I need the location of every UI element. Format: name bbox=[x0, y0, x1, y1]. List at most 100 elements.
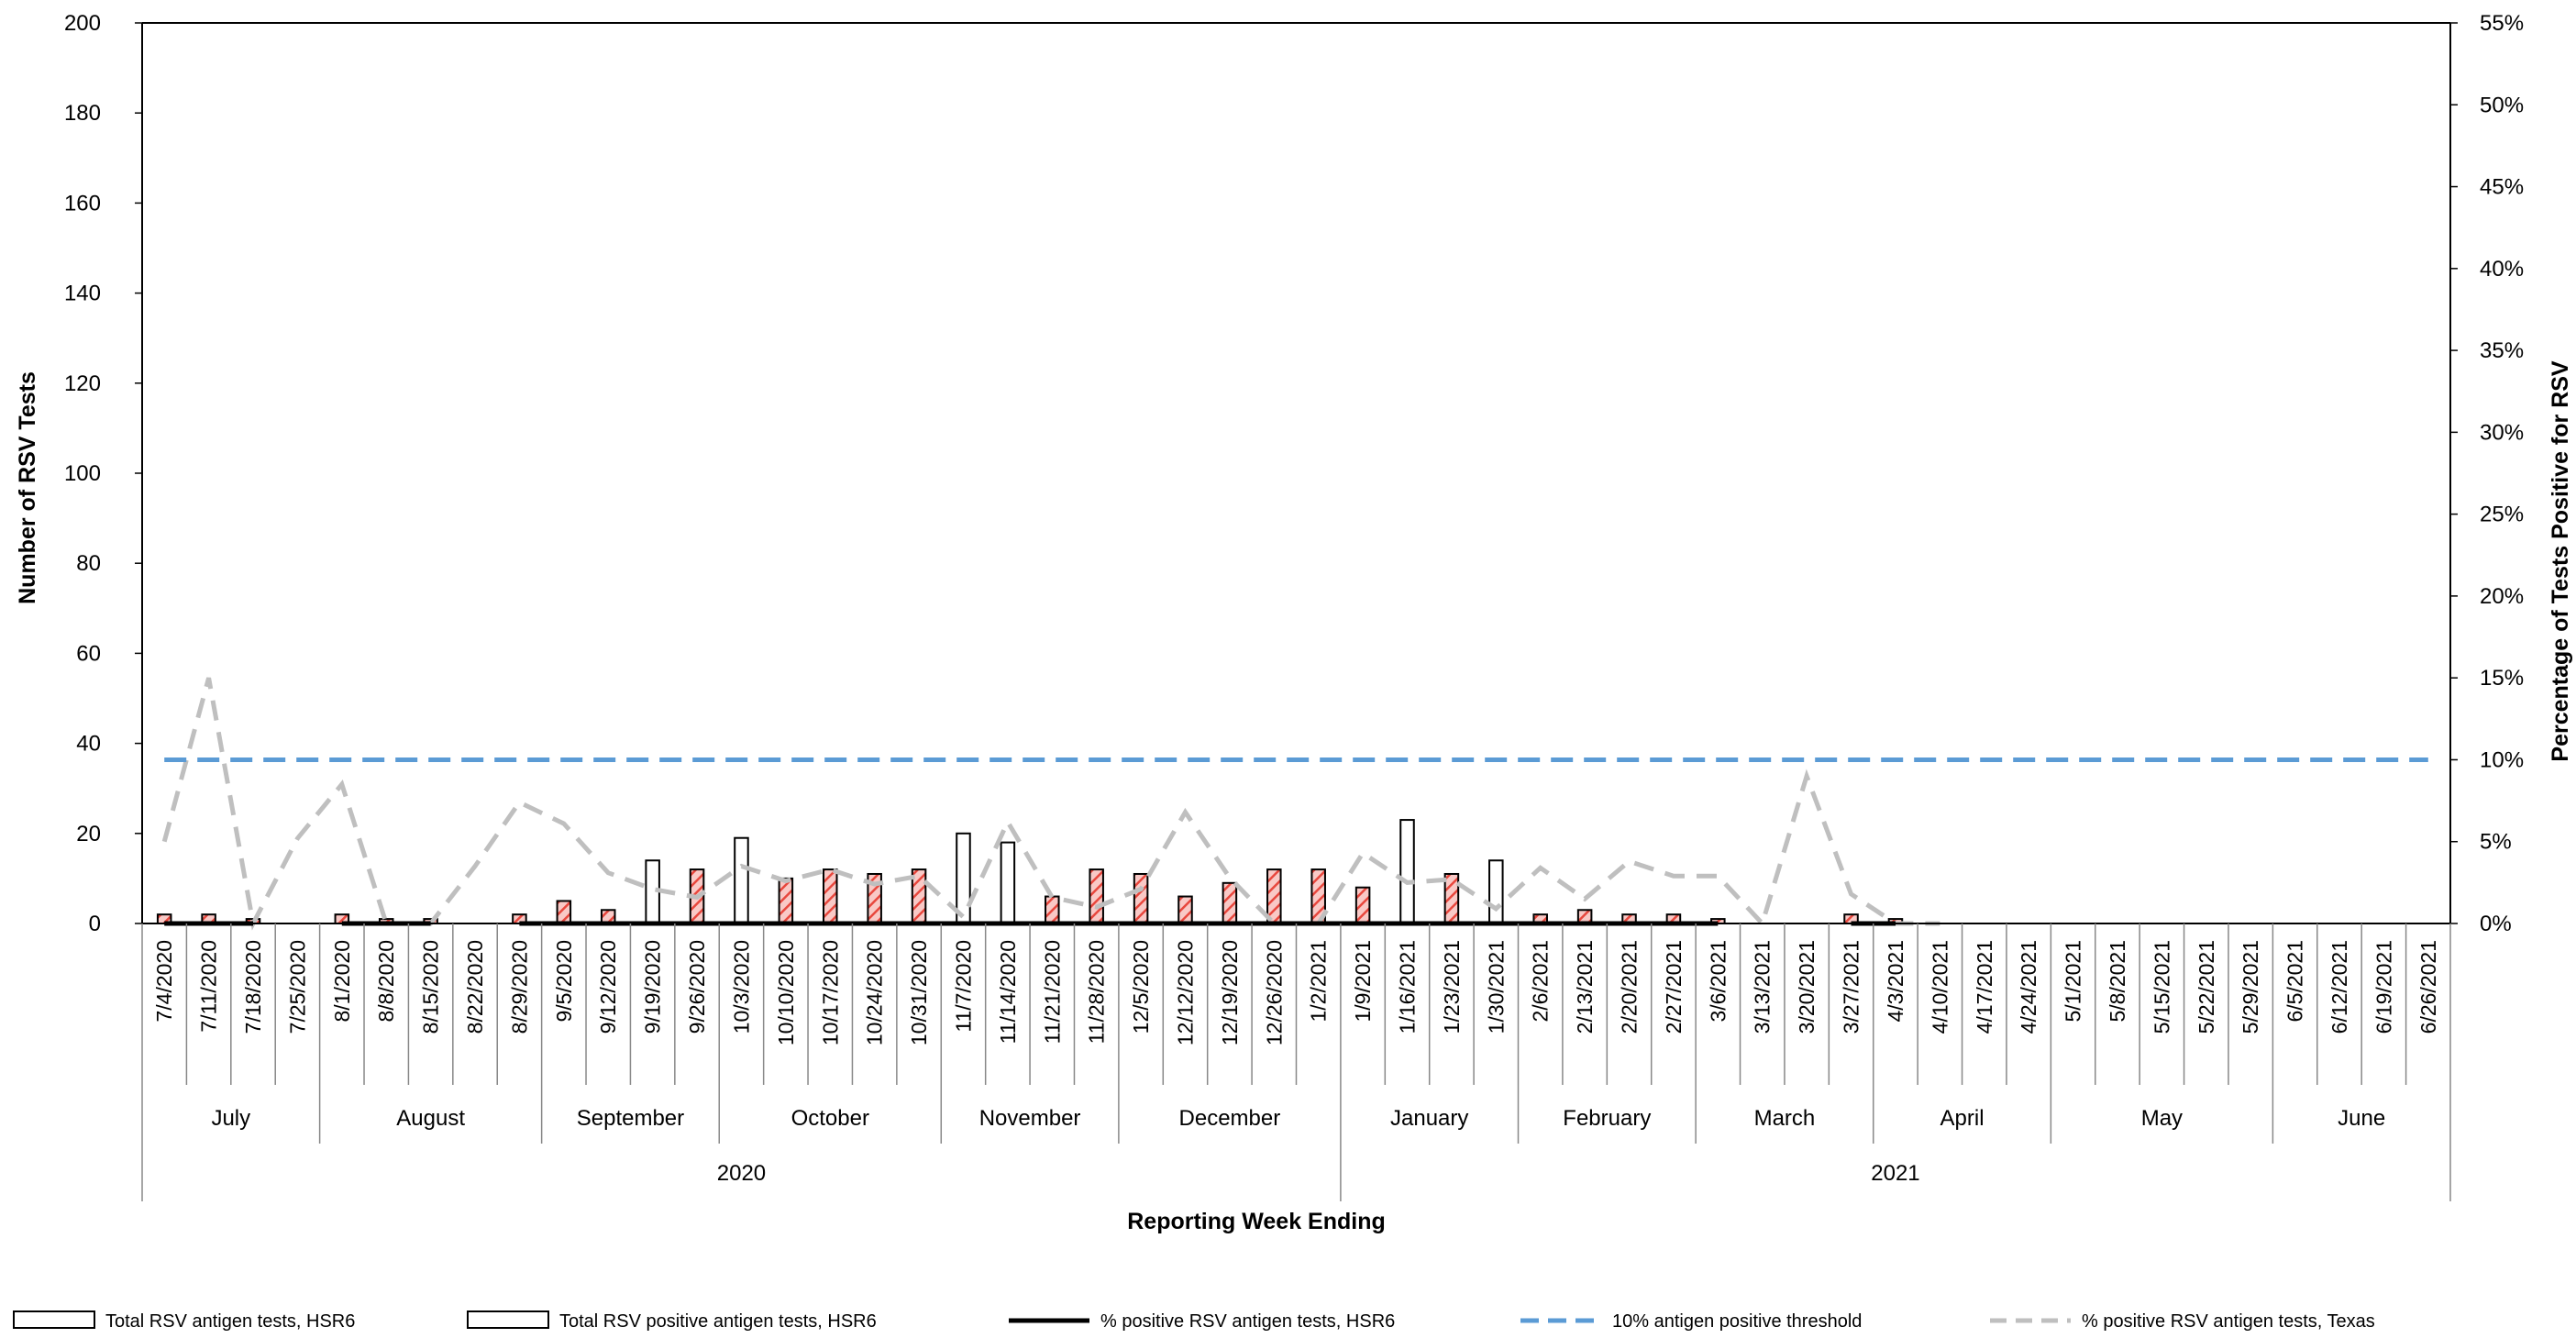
x-tick-label: 7/11/2020 bbox=[197, 940, 221, 1033]
y-tick-label: 0 bbox=[89, 912, 101, 936]
x-axis-title: Reporting Week Ending bbox=[1127, 1209, 1386, 1234]
total-tests-bar bbox=[1000, 841, 1016, 924]
x-tick-label: 10/10/2020 bbox=[774, 940, 798, 1045]
x-tick-label: 12/26/2020 bbox=[1262, 940, 1286, 1045]
x-tick-label: 6/26/2021 bbox=[2416, 940, 2440, 1034]
x-tick-label: 9/19/2020 bbox=[641, 940, 665, 1034]
month-label: June bbox=[2338, 1106, 2385, 1131]
x-tick-label: 5/22/2021 bbox=[2195, 940, 2218, 1034]
year-label: 2021 bbox=[1871, 1161, 1919, 1186]
y-axis-left: 0 20 40 60 80 100 120 140 160 180 200 bbox=[64, 11, 142, 936]
x-tick-label: 9/26/2020 bbox=[685, 940, 709, 1034]
y2-tick-label: 25% bbox=[2480, 503, 2524, 527]
x-tick-label: 12/12/2020 bbox=[1174, 940, 1198, 1045]
x-tick-label: 6/5/2021 bbox=[2283, 940, 2307, 1023]
x-tick-label: 3/6/2021 bbox=[1706, 940, 1730, 1023]
y-tick-label: 100 bbox=[64, 461, 101, 486]
x-tick-label: 10/31/2020 bbox=[907, 940, 931, 1045]
total-tests-bar bbox=[1089, 868, 1104, 925]
y-tick-label: 120 bbox=[64, 371, 101, 396]
legend-label: Total RSV positive antigen tests, HSR6 bbox=[559, 1311, 877, 1332]
x-tick-label: 10/17/2020 bbox=[818, 940, 842, 1045]
legend-label: % positive RSV antigen tests, Texas bbox=[2082, 1311, 2375, 1332]
y-tick-label: 40 bbox=[76, 732, 101, 757]
y-tick-label: 180 bbox=[64, 101, 101, 126]
month-label: July bbox=[211, 1106, 250, 1131]
total-tests-bar bbox=[1488, 859, 1504, 925]
legend-label: Total RSV antigen tests, HSR6 bbox=[105, 1311, 355, 1332]
x-tick-label: 9/12/2020 bbox=[596, 940, 620, 1034]
y2-tick-label: 55% bbox=[2480, 11, 2524, 36]
x-tick-label: 11/14/2020 bbox=[996, 940, 1020, 1044]
month-label: April bbox=[1940, 1106, 1985, 1131]
month-label: March bbox=[1754, 1106, 1816, 1131]
x-tick-label: 3/13/2021 bbox=[1751, 940, 1774, 1034]
x-tick-label: 3/20/2021 bbox=[1795, 940, 1819, 1034]
y2-tick-label: 50% bbox=[2480, 93, 2524, 117]
x-tick-label: 3/27/2021 bbox=[1840, 940, 1863, 1034]
total-tests-bar bbox=[1133, 872, 1149, 924]
x-tick-label: 11/7/2020 bbox=[952, 940, 976, 1033]
x-tick-label: 5/29/2021 bbox=[2239, 940, 2262, 1034]
y-tick-label: 140 bbox=[64, 282, 101, 306]
legend-swatch-bar bbox=[467, 1310, 549, 1329]
x-tick-label: 2/27/2021 bbox=[1662, 940, 1686, 1034]
y-axis-right: 0% 5% 10% 15% 20% 25% 30% 35% 40% 45% 50% 55% bbox=[2450, 11, 2524, 936]
month-label: February bbox=[1563, 1106, 1651, 1131]
total-tests-bar bbox=[1045, 895, 1060, 924]
year-label: 2020 bbox=[717, 1161, 766, 1186]
total-tests-bar bbox=[1399, 819, 1415, 925]
total-tests-bar bbox=[822, 868, 838, 925]
y2-axis-title: Percentage of Tests Positive for RSV bbox=[2548, 360, 2573, 761]
x-tick-label: 7/4/2020 bbox=[152, 940, 176, 1023]
x-tick-label: 6/19/2021 bbox=[2371, 940, 2395, 1034]
x-tick-label: 6/12/2021 bbox=[2327, 940, 2351, 1034]
x-tick-label: 8/29/2020 bbox=[507, 940, 531, 1034]
month-label: October bbox=[791, 1106, 869, 1131]
y-tick-label: 80 bbox=[76, 551, 101, 576]
legend: Total RSV antigen tests, HSR6 Total RSV p… bbox=[13, 1310, 2375, 1332]
y2-tick-label: 35% bbox=[2480, 338, 2524, 363]
x-tick-label: 5/15/2021 bbox=[2150, 940, 2173, 1034]
x-tick-label: 11/21/2020 bbox=[1040, 940, 1064, 1044]
y-tick-label: 20 bbox=[76, 822, 101, 846]
y2-tick-label: 0% bbox=[2480, 912, 2512, 936]
x-tick-label: 7/18/2020 bbox=[241, 940, 265, 1034]
total-tests-bar bbox=[734, 836, 749, 925]
x-tick-label: 11/28/2020 bbox=[1085, 940, 1109, 1044]
x-tick-label: 8/8/2020 bbox=[374, 940, 398, 1023]
month-label: September bbox=[577, 1106, 684, 1131]
total-tests-bar bbox=[1177, 895, 1193, 924]
x-tick-label: 8/15/2020 bbox=[419, 940, 443, 1034]
y-tick-label: 200 bbox=[64, 11, 101, 36]
y-tick-label: 60 bbox=[76, 641, 101, 666]
x-tick-label: 1/2/2021 bbox=[1307, 940, 1331, 1023]
month-label: December bbox=[1179, 1106, 1281, 1131]
month-label: January bbox=[1390, 1106, 1468, 1131]
x-tick-label: 5/8/2021 bbox=[2106, 940, 2129, 1023]
total-tests-bar bbox=[1443, 872, 1460, 924]
y2-tick-label: 10% bbox=[2480, 747, 2524, 772]
x-tick-label: 1/23/2021 bbox=[1440, 940, 1464, 1034]
x-tick-label: 1/16/2021 bbox=[1396, 940, 1420, 1034]
x-tick-label: 7/25/2020 bbox=[285, 940, 309, 1034]
month-label: May bbox=[2141, 1106, 2183, 1131]
total-tests-bar bbox=[1354, 886, 1371, 924]
x-axis: 7/4/2020 7/11/2020 7/18/2020 7/25/2020 8/1/2… bbox=[141, 923, 2451, 1201]
total-tests-bar bbox=[1222, 881, 1238, 924]
x-tick-label: 2/6/2021 bbox=[1529, 940, 1553, 1023]
total-tests-bar bbox=[778, 877, 794, 925]
x-tick-label: 10/3/2020 bbox=[730, 940, 754, 1034]
x-tick-label: 8/22/2020 bbox=[463, 940, 487, 1034]
total-tests-bar bbox=[556, 900, 572, 925]
y2-tick-label: 45% bbox=[2480, 175, 2524, 200]
x-tick-label: 2/20/2021 bbox=[1618, 940, 1642, 1034]
x-tick-label: 4/10/2021 bbox=[1928, 940, 1951, 1034]
legend-label: % positive RSV antigen tests, HSR6 bbox=[1100, 1311, 1395, 1332]
x-tick-label: 4/3/2021 bbox=[1884, 940, 1907, 1023]
x-tick-label: 9/5/2020 bbox=[552, 940, 576, 1023]
x-tick-label: 12/5/2020 bbox=[1129, 940, 1153, 1034]
y2-tick-label: 20% bbox=[2480, 584, 2524, 609]
texas-percent-line bbox=[161, 677, 1940, 931]
